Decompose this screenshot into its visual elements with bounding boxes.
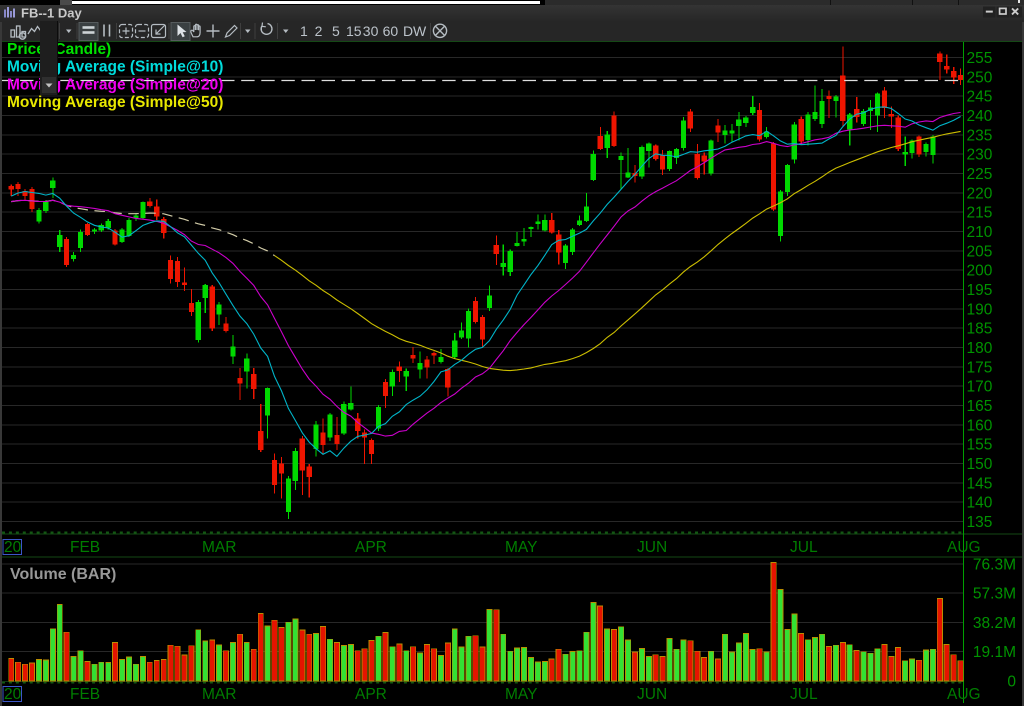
svg-text:FB--1 Day: FB--1 Day — [21, 6, 82, 21]
svg-text:160: 160 — [967, 417, 993, 434]
svg-text:JUL: JUL — [790, 686, 818, 703]
svg-text:240: 240 — [967, 108, 993, 125]
svg-text:30: 30 — [363, 23, 379, 39]
svg-text:20: 20 — [4, 686, 22, 703]
svg-text:W: W — [413, 23, 427, 39]
svg-text:250: 250 — [967, 69, 993, 86]
svg-text:220: 220 — [967, 185, 993, 202]
svg-text:155: 155 — [967, 437, 993, 454]
svg-text:225: 225 — [967, 166, 993, 183]
svg-text:5: 5 — [332, 23, 340, 39]
svg-text:170: 170 — [967, 379, 993, 396]
svg-text:200: 200 — [967, 263, 993, 280]
svg-text:57.3M: 57.3M — [973, 586, 1016, 603]
svg-text:145: 145 — [967, 475, 993, 492]
svg-text:2: 2 — [315, 23, 323, 39]
svg-text:AUG: AUG — [947, 539, 981, 556]
svg-text:APR: APR — [355, 539, 387, 556]
svg-text:Volume (BAR): Volume (BAR) — [10, 566, 116, 583]
svg-text:Price (Candle): Price (Candle) — [7, 41, 111, 58]
svg-text:215: 215 — [967, 205, 993, 222]
svg-text:0: 0 — [1007, 674, 1016, 691]
svg-text:JUL: JUL — [790, 539, 818, 556]
svg-text:1: 1 — [300, 23, 308, 39]
svg-text:38.2M: 38.2M — [973, 615, 1016, 632]
svg-text:D: D — [403, 23, 413, 39]
svg-text:Moving Average (Simple@10): Moving Average (Simple@10) — [7, 59, 223, 76]
svg-text:Moving Average (Simple@20): Moving Average (Simple@20) — [7, 77, 223, 94]
svg-text:180: 180 — [967, 340, 993, 357]
svg-text:60: 60 — [383, 23, 399, 39]
svg-text:185: 185 — [967, 321, 993, 338]
svg-text:140: 140 — [967, 495, 993, 512]
svg-text:MAR: MAR — [202, 539, 236, 556]
svg-text:76.3M: 76.3M — [973, 556, 1016, 573]
svg-text:245: 245 — [967, 89, 993, 106]
svg-text:MAY: MAY — [505, 539, 537, 556]
svg-text:FEB: FEB — [70, 539, 100, 556]
svg-text:150: 150 — [967, 456, 993, 473]
svg-text:20: 20 — [4, 539, 22, 556]
svg-text:Moving Average (Simple@50): Moving Average (Simple@50) — [7, 94, 223, 111]
svg-text:AUG: AUG — [947, 686, 981, 703]
svg-text:235: 235 — [967, 127, 993, 144]
svg-text:210: 210 — [967, 224, 993, 241]
svg-text:190: 190 — [967, 301, 993, 318]
svg-text:15: 15 — [346, 23, 362, 39]
svg-text:135: 135 — [967, 514, 993, 531]
svg-text:MAR: MAR — [202, 686, 236, 703]
svg-text:MAY: MAY — [505, 686, 537, 703]
svg-text:230: 230 — [967, 147, 993, 164]
svg-text:205: 205 — [967, 243, 993, 260]
svg-text:APR: APR — [355, 686, 387, 703]
svg-text:JUN: JUN — [637, 686, 667, 703]
svg-text:19.1M: 19.1M — [973, 644, 1016, 661]
svg-text:JUN: JUN — [637, 539, 667, 556]
svg-text:195: 195 — [967, 282, 993, 299]
svg-text:FEB: FEB — [70, 686, 100, 703]
svg-text:175: 175 — [967, 359, 993, 376]
svg-text:165: 165 — [967, 398, 993, 415]
svg-text:255: 255 — [967, 50, 993, 67]
